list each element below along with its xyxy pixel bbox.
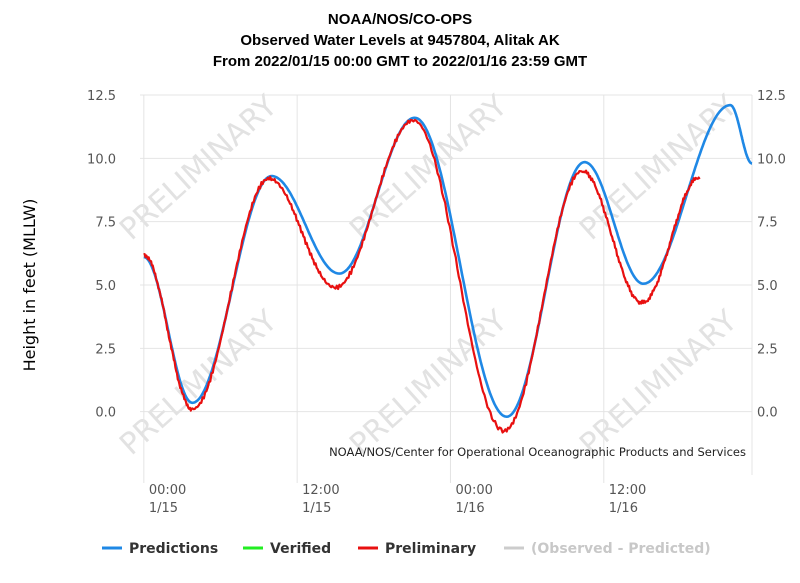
legend-label: Preliminary <box>385 541 476 557</box>
credit-text: NOAA/NOS/Center for Operational Oceanogr… <box>329 445 746 459</box>
y-tick-label-left: 10.0 <box>87 152 116 167</box>
x-tick-date: 1/15 <box>302 501 331 516</box>
y-tick-label-right: 12.5 <box>757 89 786 104</box>
x-tick-date: 1/15 <box>149 501 178 516</box>
y-tick-label-left: 7.5 <box>95 216 116 231</box>
y-axis-right: 12.5 10.0 7.5 5.0 2.5 0.0 <box>757 89 786 421</box>
y-tick-label-left: 2.5 <box>95 342 116 357</box>
legend-label: Predictions <box>129 541 218 557</box>
y-tick-label-right: 10.0 <box>757 152 786 167</box>
x-axis: 00:00 1/15 12:00 1/15 00:00 1/16 12:00 1/16 <box>149 483 646 516</box>
y-tick-label-right: 2.5 <box>757 342 778 357</box>
x-tick-time: 00:00 <box>149 483 186 498</box>
y-axis-left: 12.5 10.0 7.5 5.0 2.5 0.0 <box>87 89 116 421</box>
x-tick-time: 12:00 <box>609 483 646 498</box>
y-tick-label-left: 0.0 <box>95 406 116 421</box>
chart-subtitle-range: From 2022/01/15 00:00 GMT to 2022/01/16 … <box>213 53 587 70</box>
y-axis-label: Height in feet (MLLW) <box>20 199 39 372</box>
x-tick-date: 1/16 <box>609 501 638 516</box>
y-tick-label-left: 5.0 <box>95 279 116 294</box>
x-tick-date: 1/16 <box>455 501 484 516</box>
series-line-preliminary <box>143 118 701 434</box>
chart-title: NOAA/NOS/CO-OPS <box>328 11 472 28</box>
legend-label: Verified <box>270 541 331 557</box>
y-tick-label-right: 0.0 <box>757 406 778 421</box>
grid-lines <box>140 94 753 483</box>
legend-label: (Observed - Predicted) <box>531 541 711 557</box>
y-tick-label-left: 12.5 <box>87 89 116 104</box>
x-tick-time: 12:00 <box>302 483 339 498</box>
chart-subtitle-station: Observed Water Levels at 9457804, Alitak… <box>240 32 559 49</box>
y-tick-label-right: 5.0 <box>757 279 778 294</box>
series-layer <box>143 103 753 434</box>
legend: Predictions Verified Preliminary (Observed … <box>102 541 711 557</box>
y-tick-label-right: 7.5 <box>757 216 778 231</box>
x-tick-time: 00:00 <box>455 483 492 498</box>
